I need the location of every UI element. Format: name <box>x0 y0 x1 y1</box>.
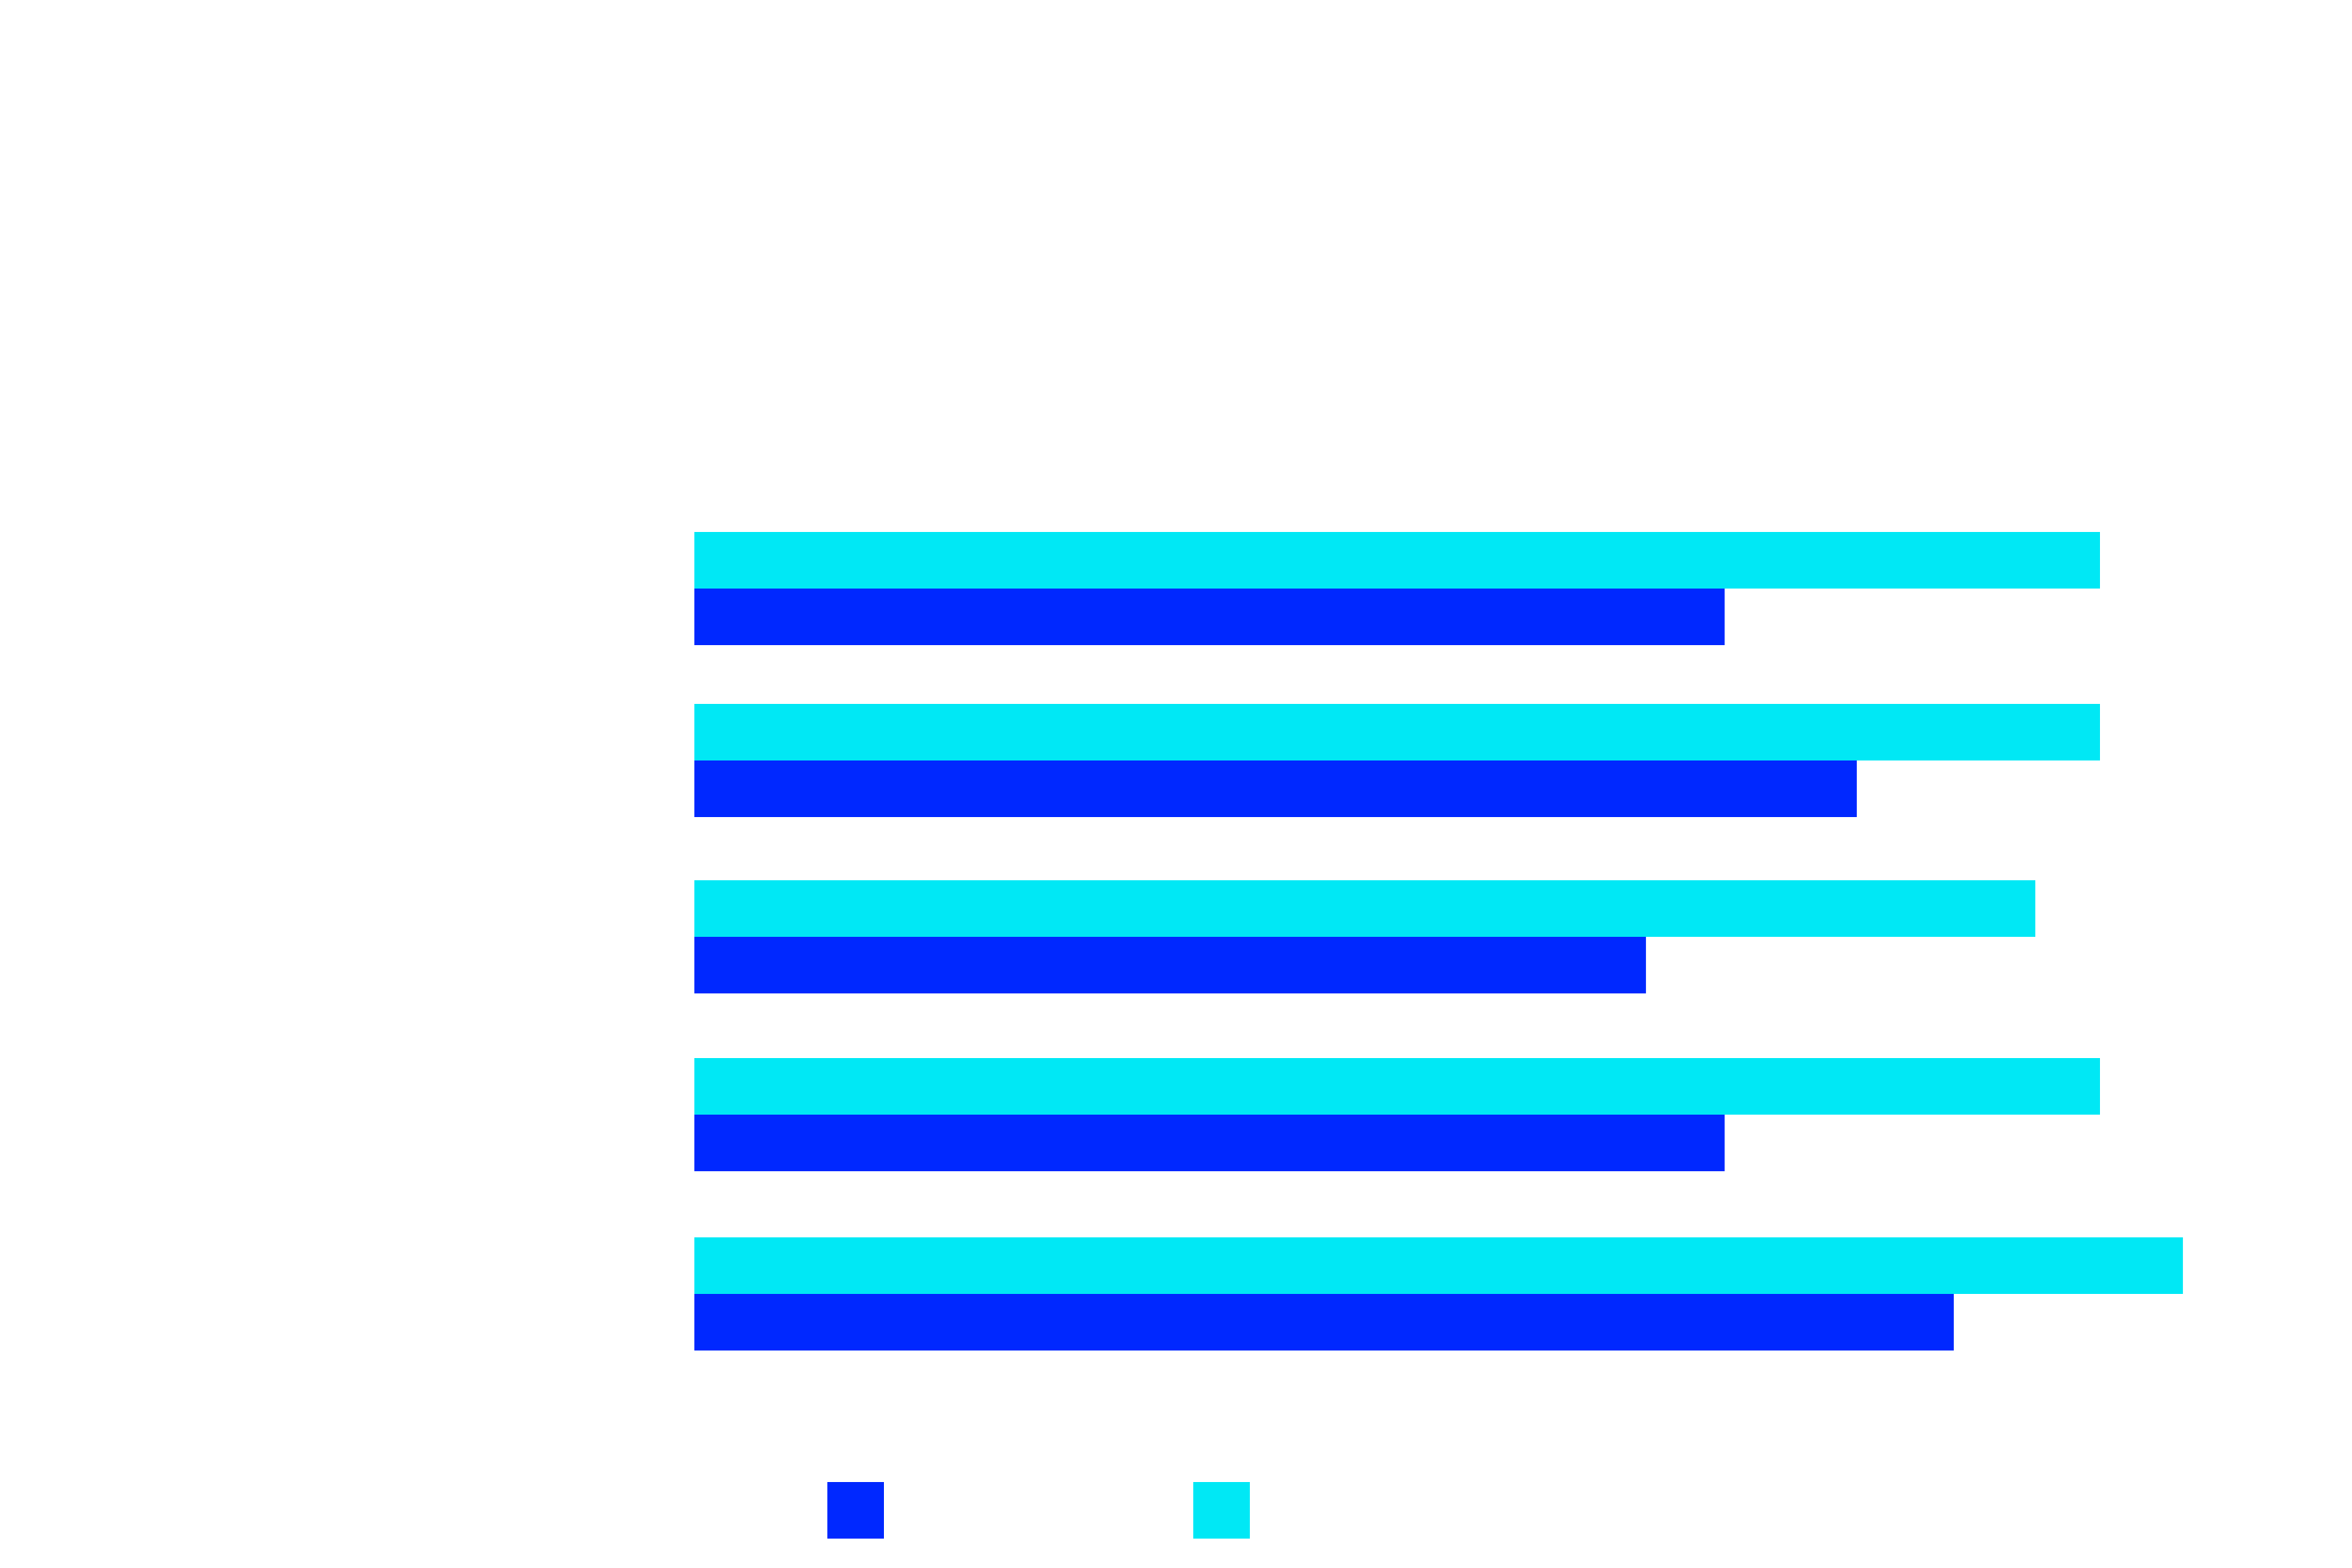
bar-series-a-2 <box>694 760 1857 817</box>
bar-group <box>694 532 2183 1351</box>
bar-series-b-4 <box>694 1058 2100 1115</box>
bar-series-b-1 <box>694 532 2100 589</box>
bar-series-b-3 <box>694 880 2036 937</box>
bar-series-a-3 <box>694 937 1647 993</box>
bar-series-a-4 <box>694 1115 1725 1171</box>
bar-series-a-5 <box>694 1294 1954 1351</box>
legend-swatch-series-b <box>1193 1482 1250 1539</box>
bar-series-b-5 <box>694 1237 2183 1294</box>
legend-swatch-series-a <box>827 1482 884 1539</box>
bar-series-b-2 <box>694 704 2100 760</box>
legend <box>827 1482 1250 1539</box>
bar-series-a-1 <box>694 589 1725 645</box>
